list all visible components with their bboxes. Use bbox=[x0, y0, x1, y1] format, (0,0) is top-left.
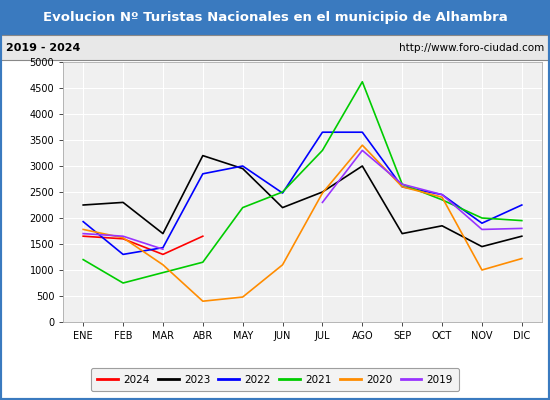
Legend: 2024, 2023, 2022, 2021, 2020, 2019: 2024, 2023, 2022, 2021, 2020, 2019 bbox=[91, 368, 459, 391]
Text: http://www.foro-ciudad.com: http://www.foro-ciudad.com bbox=[399, 42, 544, 52]
Text: 2019 - 2024: 2019 - 2024 bbox=[6, 42, 80, 52]
Text: Evolucion Nº Turistas Nacionales en el municipio de Alhambra: Evolucion Nº Turistas Nacionales en el m… bbox=[43, 11, 507, 24]
